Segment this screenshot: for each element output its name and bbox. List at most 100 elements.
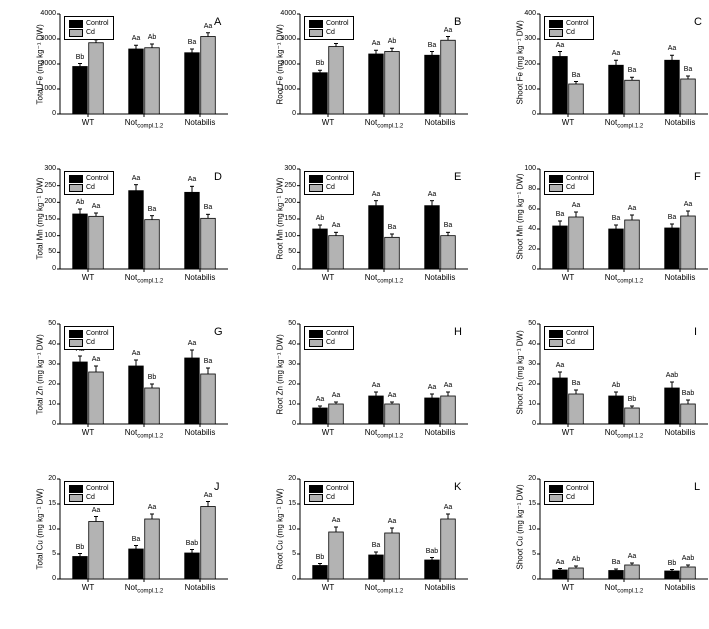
legend-label: Cd (326, 28, 335, 37)
panel-letter: I (694, 326, 697, 338)
category-label: Notabilis (410, 273, 470, 282)
legend-swatch (69, 339, 83, 347)
bar-label: Ba (564, 72, 588, 79)
ytick-label: 300 (270, 165, 296, 172)
bar-label: Bb (620, 396, 644, 403)
legend-swatch (549, 339, 563, 347)
panel-C: 0100200300400WTAaBaNotcompl.1.2AaBaNotab… (508, 10, 708, 132)
y-axis-label: Shoot Fe (mg kg⁻¹ DW) (516, 25, 525, 105)
bar-label: Aa (380, 392, 404, 399)
category-label: Notcompl.1.2 (114, 118, 174, 130)
ytick-label: 20 (30, 475, 56, 482)
category-label: WT (58, 273, 118, 282)
ytick-label: 0 (510, 420, 536, 427)
category-label: Notabilis (410, 428, 470, 437)
bar-label: Ba (604, 215, 628, 222)
bar-label: Ba (124, 536, 148, 543)
legend: ControlCd (304, 326, 354, 350)
legend-label: Control (86, 329, 109, 338)
y-axis-label: Root Fe (mg kg⁻¹ DW) (276, 25, 285, 105)
bar-label: Ba (548, 211, 572, 218)
ytick-label: 0 (30, 110, 56, 117)
bar-label: Aa (436, 504, 460, 511)
category-label: WT (538, 583, 598, 592)
bar-label: Aa (364, 191, 388, 198)
legend: ControlCd (544, 326, 594, 350)
ytick-label: 50 (510, 320, 536, 327)
legend: ControlCd (64, 16, 114, 40)
bar-label: Ba (364, 542, 388, 549)
legend-swatch (309, 184, 323, 192)
legend-label: Control (86, 174, 109, 183)
legend-swatch (549, 20, 563, 28)
category-label: Notcompl.1.2 (354, 118, 414, 130)
category-label: Notcompl.1.2 (114, 428, 174, 440)
legend-swatch (69, 485, 83, 493)
category-label: Notcompl.1.2 (594, 428, 654, 440)
legend-swatch (69, 494, 83, 502)
panel-letter: H (454, 326, 462, 338)
bar-label: Ab (308, 215, 332, 222)
bar-label: Aa (180, 176, 204, 183)
legend-label: Control (86, 484, 109, 493)
category-label: WT (298, 273, 358, 282)
bar-label: Ab (380, 38, 404, 45)
ytick-label: 0 (510, 110, 536, 117)
panel-letter: B (454, 16, 461, 28)
bar-label: Aa (548, 362, 572, 369)
bar-label: Ba (380, 224, 404, 231)
bar-label: Bab (180, 540, 204, 547)
legend-label: Control (326, 329, 349, 338)
bar-label: Aa (604, 50, 628, 57)
bar-label: Ab (564, 556, 588, 563)
bar-label: Aa (620, 553, 644, 560)
category-label: WT (538, 273, 598, 282)
bar-label: Ba (620, 67, 644, 74)
legend: ControlCd (304, 171, 354, 195)
category-label: WT (58, 583, 118, 592)
bar-label: Ba (564, 380, 588, 387)
legend-swatch (309, 339, 323, 347)
legend-swatch (69, 175, 83, 183)
panel-letter: G (214, 326, 223, 338)
legend-label: Control (566, 484, 589, 493)
legend-swatch (549, 485, 563, 493)
bar-label: Aa (324, 392, 348, 399)
legend: ControlCd (64, 481, 114, 505)
legend-label: Control (326, 19, 349, 28)
bar-label: Ba (604, 559, 628, 566)
legend-swatch (549, 184, 563, 192)
bar-label: Aa (620, 205, 644, 212)
legend: ControlCd (544, 481, 594, 505)
ytick-label: 0 (30, 420, 56, 427)
category-label: Notabilis (650, 583, 709, 592)
bar-label: Ba (180, 39, 204, 46)
bar-label: Bab (420, 548, 444, 555)
ytick-label: 50 (30, 320, 56, 327)
legend-swatch (309, 494, 323, 502)
bar-label: Aa (84, 203, 108, 210)
legend-label: Cd (326, 338, 335, 347)
ytick-label: 300 (30, 165, 56, 172)
category-label: WT (538, 118, 598, 127)
ytick-label: 20 (510, 475, 536, 482)
ytick-label: 0 (270, 265, 296, 272)
bar-label: Aa (364, 382, 388, 389)
bar-label: Bb (68, 54, 92, 61)
legend-label: Control (566, 329, 589, 338)
panel-letter: F (694, 171, 701, 183)
panel-E: 050100150200250300WTAbAaNotcompl.1.2AaBa… (268, 165, 468, 287)
panel-L: 05101520WTAaAbNotcompl.1.2BaAaNotabilisB… (508, 475, 708, 597)
legend-swatch (309, 20, 323, 28)
bar-label: Aa (548, 42, 572, 49)
ytick-label: 0 (30, 575, 56, 582)
bar-label: Ba (196, 358, 220, 365)
category-label: Notabilis (170, 583, 230, 592)
legend-swatch (69, 29, 83, 37)
category-label: Notcompl.1.2 (354, 428, 414, 440)
category-label: WT (298, 428, 358, 437)
category-label: Notabilis (170, 428, 230, 437)
bar-label: Aa (140, 504, 164, 511)
legend-label: Cd (566, 28, 575, 37)
bar-label: Aa (324, 222, 348, 229)
